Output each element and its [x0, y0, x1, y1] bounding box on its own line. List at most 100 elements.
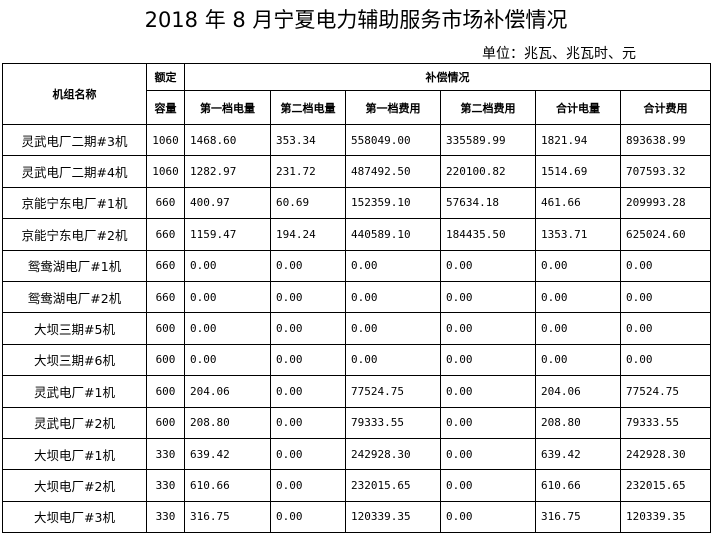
total-energy-cell: 1353.71 — [535, 218, 621, 251]
header-total-cost: 合计费用 — [620, 90, 711, 125]
tier2-energy-cell: 0.00 — [270, 280, 346, 314]
tier1-cost-cell: 79333.55 — [345, 406, 441, 439]
header-capacity-bottom: 容量 — [146, 90, 185, 125]
capacity-cell: 330 — [146, 469, 185, 502]
total-energy-cell: 1514.69 — [535, 155, 621, 188]
table-row: 灵武电厂二期#4机 1060 1282.97 231.72 487492.50 22010… — [2, 155, 711, 188]
tier2-cost-cell: 335589.99 — [440, 123, 536, 157]
tier2-cost-cell: 0.00 — [440, 343, 536, 377]
tier2-energy-cell: 0.00 — [270, 249, 346, 282]
capacity-cell: 600 — [146, 375, 185, 408]
header-tier2-cost: 第二档费用 — [440, 90, 536, 125]
tier1-cost-cell: 152359.10 — [345, 186, 441, 220]
table-row: 大坝三期#6机 600 0.00 0.00 0.00 0.00 0.00 0.00 — [2, 343, 711, 377]
total-cost-cell: 209993.28 — [620, 186, 711, 220]
tier2-cost-cell: 57634.18 — [440, 186, 536, 220]
tier1-energy-cell: 204.06 — [184, 375, 271, 408]
total-energy-cell: 1821.94 — [535, 123, 621, 157]
unit-name-cell: 鸳鸯湖电厂#2机 — [2, 280, 147, 314]
header-unit-name: 机组名称 — [2, 63, 147, 125]
total-energy-cell: 0.00 — [535, 343, 621, 377]
total-energy-cell: 208.80 — [535, 406, 621, 439]
tier2-energy-cell: 0.00 — [270, 406, 346, 439]
tier1-cost-cell: 0.00 — [345, 249, 441, 282]
header-compensation-group: 补偿情况 — [184, 63, 711, 91]
tier1-energy-cell: 0.00 — [184, 249, 271, 282]
tier1-energy-cell: 208.80 — [184, 406, 271, 439]
tier2-energy-cell: 0.00 — [270, 375, 346, 408]
total-cost-cell: 0.00 — [620, 343, 711, 377]
total-cost-cell: 625024.60 — [620, 218, 711, 251]
table-row: 大坝三期#5机 600 0.00 0.00 0.00 0.00 0.00 0.00 — [2, 312, 711, 345]
total-cost-cell: 707593.32 — [620, 155, 711, 188]
tier2-cost-cell: 0.00 — [440, 249, 536, 282]
tier1-energy-cell: 1159.47 — [184, 218, 271, 251]
total-energy-cell: 0.00 — [535, 312, 621, 345]
unit-name-cell: 大坝三期#6机 — [2, 343, 147, 377]
table-row: 灵武电厂#1机 600 204.06 0.00 77524.75 0.00 204.06 77… — [2, 375, 711, 408]
capacity-cell: 330 — [146, 437, 185, 471]
tier1-cost-cell: 77524.75 — [345, 375, 441, 408]
total-cost-cell: 893638.99 — [620, 123, 711, 157]
tier1-energy-cell: 0.00 — [184, 280, 271, 314]
capacity-cell: 660 — [146, 249, 185, 282]
tier2-energy-cell: 60.69 — [270, 186, 346, 220]
tier2-energy-cell: 0.00 — [270, 500, 346, 534]
capacity-cell: 660 — [146, 280, 185, 314]
tier1-cost-cell: 440589.10 — [345, 218, 441, 251]
total-cost-cell: 232015.65 — [620, 469, 711, 502]
total-energy-cell: 610.66 — [535, 469, 621, 502]
table-row: 大坝电厂#1机 330 639.42 0.00 242928.30 0.00 639.42 2… — [2, 437, 711, 471]
unit-name-cell: 大坝三期#5机 — [2, 312, 147, 345]
header-capacity-top: 额定 — [146, 63, 185, 91]
tier1-energy-cell: 0.00 — [184, 343, 271, 377]
total-energy-cell: 0.00 — [535, 249, 621, 282]
tier1-energy-cell: 639.42 — [184, 437, 271, 471]
tier1-cost-cell: 120339.35 — [345, 500, 441, 534]
tier1-cost-cell: 558049.00 — [345, 123, 441, 157]
total-energy-cell: 316.75 — [535, 500, 621, 534]
tier2-energy-cell: 0.00 — [270, 469, 346, 502]
total-cost-cell: 79333.55 — [620, 406, 711, 439]
total-cost-cell: 120339.35 — [620, 500, 711, 534]
capacity-cell: 600 — [146, 312, 185, 345]
unit-name-cell: 京能宁东电厂#1机 — [2, 186, 147, 220]
table-row: 大坝电厂#3机 330 316.75 0.00 120339.35 0.00 316.75 1… — [2, 500, 711, 534]
unit-label: 单位：兆瓦、兆瓦时、元 — [482, 46, 636, 62]
tier1-cost-cell: 0.00 — [345, 280, 441, 314]
total-energy-cell: 204.06 — [535, 375, 621, 408]
unit-name-cell: 大坝电厂#2机 — [2, 469, 147, 502]
tier2-cost-cell: 0.00 — [440, 312, 536, 345]
table-row: 京能宁东电厂#2机 660 1159.47 194.24 440589.10 184435… — [2, 218, 711, 251]
total-cost-cell: 242928.30 — [620, 437, 711, 471]
capacity-cell: 600 — [146, 343, 185, 377]
total-cost-cell: 77524.75 — [620, 375, 711, 408]
tier2-energy-cell: 0.00 — [270, 343, 346, 377]
capacity-cell: 1060 — [146, 123, 185, 157]
header-tier1-energy: 第一档电量 — [184, 90, 271, 125]
total-cost-cell: 0.00 — [620, 249, 711, 282]
document-title: 2018 年 8 月宁夏电力辅助服务市场补偿情况 — [144, 8, 568, 32]
table-row: 灵武电厂二期#3机 1060 1468.60 353.34 558049.00 33558… — [2, 123, 711, 157]
tier1-energy-cell: 1468.60 — [184, 123, 271, 157]
table-row: 灵武电厂#2机 600 208.80 0.00 79333.55 0.00 208.80 79… — [2, 406, 711, 439]
total-cost-cell: 0.00 — [620, 280, 711, 314]
header-total-energy: 合计电量 — [535, 90, 621, 125]
tier2-cost-cell: 0.00 — [440, 375, 536, 408]
total-energy-cell: 0.00 — [535, 280, 621, 314]
unit-name-cell: 京能宁东电厂#2机 — [2, 218, 147, 251]
tier2-cost-cell: 220100.82 — [440, 155, 536, 188]
tier2-cost-cell: 0.00 — [440, 406, 536, 439]
capacity-cell: 660 — [146, 218, 185, 251]
tier2-energy-cell: 231.72 — [270, 155, 346, 188]
capacity-cell: 330 — [146, 500, 185, 534]
tier2-energy-cell: 194.24 — [270, 218, 346, 251]
table-row: 鸳鸯湖电厂#1机 660 0.00 0.00 0.00 0.00 0.00 0.00 — [2, 249, 711, 282]
unit-name-cell: 灵武电厂二期#3机 — [2, 123, 147, 157]
tier2-cost-cell: 0.00 — [440, 437, 536, 471]
table-row: 鸳鸯湖电厂#2机 660 0.00 0.00 0.00 0.00 0.00 0.00 — [2, 280, 711, 314]
tier2-cost-cell: 0.00 — [440, 500, 536, 534]
unit-name-cell: 大坝电厂#3机 — [2, 500, 147, 534]
capacity-cell: 1060 — [146, 155, 185, 188]
tier1-cost-cell: 0.00 — [345, 312, 441, 345]
